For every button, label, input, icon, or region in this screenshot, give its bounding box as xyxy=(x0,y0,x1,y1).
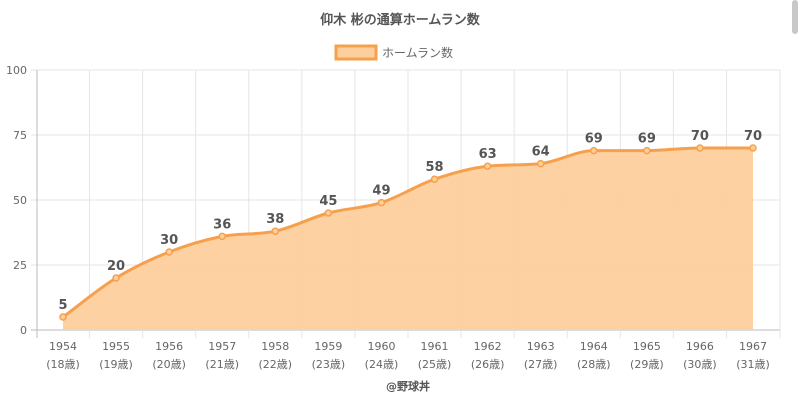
x-tick-label: 1965 xyxy=(633,340,661,353)
y-axis-ticks: 0 25 50 75 100 xyxy=(6,64,27,337)
x-tick-label: 1962 xyxy=(474,340,502,353)
x-tick-label: 1957 xyxy=(208,340,236,353)
x-tick-sublabel: (22歳) xyxy=(259,358,293,371)
x-tick-sublabel: (29歳) xyxy=(630,358,664,371)
y-tick-label: 0 xyxy=(20,324,27,337)
data-label: 63 xyxy=(479,147,497,162)
x-tick-sublabel: (30歳) xyxy=(683,358,717,371)
x-axis-ticks: 1954 (18歳) 1955 (19歳) 1956 (20歳) 1957 (21歳) 1958… xyxy=(46,340,770,371)
data-point xyxy=(218,232,226,241)
data-point xyxy=(536,159,545,168)
data-point xyxy=(271,227,280,235)
data-label: 69 xyxy=(585,132,603,147)
legend[interactable]: ホームラン数 xyxy=(334,44,453,61)
data-point xyxy=(430,175,439,183)
x-tick-sublabel: (31歳) xyxy=(736,358,770,371)
x-tick-label: 1954 xyxy=(49,340,77,353)
x-tick-sublabel: (20歳) xyxy=(152,358,186,371)
legend-swatch xyxy=(334,44,378,61)
data-label: 30 xyxy=(160,233,178,248)
data-label: 36 xyxy=(213,217,231,232)
data-point xyxy=(377,198,386,207)
y-tick-label: 50 xyxy=(13,194,27,207)
data-labels: 5 20 30 36 38 45 49 58 63 64 69 69 70 70 xyxy=(58,129,762,313)
data-label: 70 xyxy=(744,129,762,144)
chart-title: 仰木 彬の通算ホームラン数 xyxy=(320,12,480,28)
x-tick-sublabel: (19歳) xyxy=(99,358,133,371)
x-tick-label: 1967 xyxy=(739,340,767,353)
x-tick-label: 1964 xyxy=(580,340,608,353)
x-tick-sublabel: (28歳) xyxy=(577,358,611,371)
data-point xyxy=(696,144,704,152)
data-label: 49 xyxy=(372,184,390,199)
x-tick-sublabel: (26歳) xyxy=(471,358,505,371)
data-point xyxy=(483,162,492,170)
data-label: 64 xyxy=(532,145,550,160)
data-point xyxy=(112,274,120,282)
legend-label: ホームラン数 xyxy=(382,45,453,60)
scrollbar[interactable] xyxy=(792,0,798,34)
data-point xyxy=(324,209,333,217)
data-label: 70 xyxy=(691,129,709,144)
x-tick-sublabel: (23歳) xyxy=(312,358,346,371)
x-tick-label: 1960 xyxy=(367,340,395,353)
x-tick-label: 1955 xyxy=(102,340,130,353)
x-tick-label: 1963 xyxy=(527,340,555,353)
data-label: 38 xyxy=(266,212,284,227)
data-point xyxy=(590,146,598,155)
x-tick-label: 1961 xyxy=(421,340,449,353)
x-tick-label: 1956 xyxy=(155,340,183,353)
series-area xyxy=(63,148,753,330)
data-label: 45 xyxy=(319,194,337,209)
data-label: 5 xyxy=(58,298,67,313)
x-tick-sublabel: (25歳) xyxy=(418,358,452,371)
x-tick-sublabel: (27歳) xyxy=(524,358,558,371)
data-label: 20 xyxy=(107,259,125,274)
data-label: 69 xyxy=(638,132,656,147)
x-tick-sublabel: (24歳) xyxy=(365,358,399,371)
x-tick-label: 1959 xyxy=(314,340,342,353)
data-point xyxy=(643,146,651,155)
data-point xyxy=(59,313,67,321)
x-tick-sublabel: (18歳) xyxy=(46,358,80,371)
data-points xyxy=(59,144,757,321)
data-label: 58 xyxy=(425,160,443,175)
x-tick-label: 1966 xyxy=(686,340,714,353)
data-point xyxy=(749,144,757,152)
x-tick-label: 1958 xyxy=(261,340,289,353)
data-point xyxy=(165,248,173,256)
y-tick-label: 25 xyxy=(13,259,27,272)
x-tick-sublabel: (21歳) xyxy=(205,358,239,371)
credit-text: @野球丼 xyxy=(386,379,430,393)
y-tick-label: 75 xyxy=(13,129,27,142)
y-tick-label: 100 xyxy=(6,64,27,77)
